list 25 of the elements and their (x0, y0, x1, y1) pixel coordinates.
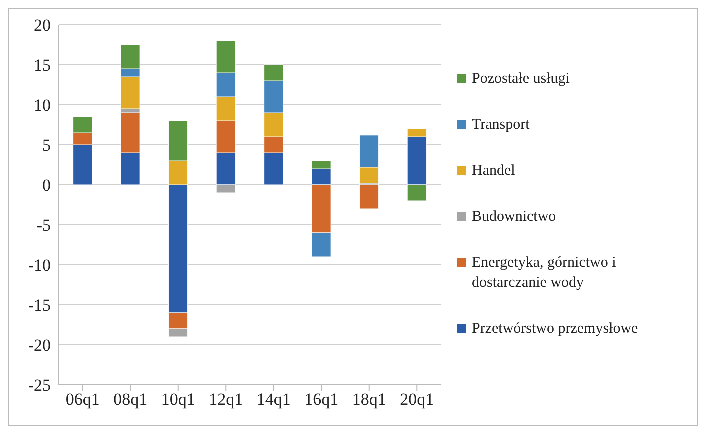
legend-label: Przetwórstwo przemysłowe (472, 320, 638, 339)
y-tick-label: -15 (28, 296, 51, 316)
x-tick-label: 20q1 (400, 390, 434, 410)
y-tick-label: -20 (28, 336, 51, 356)
y-tick-label: 0 (42, 176, 51, 196)
y-tick-label: 15 (34, 56, 51, 76)
y-tick-label: -5 (36, 216, 51, 236)
y-tick-label: 20 (34, 16, 51, 36)
x-tick-label: 10q1 (161, 390, 196, 410)
y-tick-label: -10 (28, 256, 51, 276)
y-tick-label: -25 (28, 376, 51, 396)
x-tick-label: 06q1 (66, 390, 100, 410)
x-tick-label: 12q1 (209, 390, 244, 410)
legend-label: Transport (472, 116, 530, 135)
x-tick-label: 08q1 (114, 390, 148, 410)
legend-label: Energetyka, górnictwo i dostarczanie wody (472, 254, 618, 293)
legend-label: Pozostałe usługi (472, 70, 570, 89)
y-tick-label: 5 (42, 136, 51, 156)
bar (360, 184, 380, 210)
x-tick-label: 18q1 (352, 390, 386, 410)
y-tick-label: 10 (34, 96, 51, 116)
x-tick-label: 16q1 (304, 390, 339, 410)
x-tick-label: 14q1 (256, 390, 291, 410)
legend-label: Handel (472, 162, 516, 181)
legend-label: Budownictwo (472, 208, 556, 227)
